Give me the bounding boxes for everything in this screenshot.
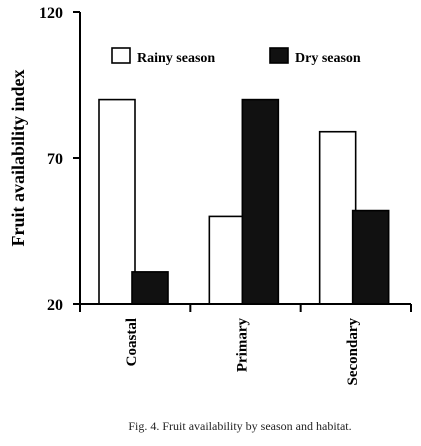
bar-dry-secondary: [351, 209, 390, 305]
y-ticks-group: 20 70 120: [39, 5, 80, 314]
x-category-label: Secondary: [345, 318, 361, 386]
legend-swatch-rainy: [111, 47, 131, 64]
bar-dry-coastal: [131, 271, 169, 305]
y-tick-label: 120: [39, 5, 63, 22]
x-category-label: Primary: [235, 318, 251, 373]
bar-rainy-secondary: [318, 130, 357, 305]
bar-rainy-coastal: [98, 98, 136, 305]
bar-dry-primary: [241, 98, 280, 305]
legend-swatch-dry: [269, 47, 289, 64]
y-axis-label: Fruit availability index: [8, 69, 28, 246]
legend-label-dry: Dry season: [295, 51, 361, 66]
y-tick-label: 70: [47, 151, 63, 168]
x-ticks-group: Coastal Primary Secondary: [79, 304, 412, 386]
legend: Rainy season Dry season: [111, 47, 361, 66]
figure-caption: Fig. 4. Fruit availability by season and…: [128, 419, 352, 433]
legend-label-rainy: Rainy season: [137, 51, 215, 66]
y-tick-label: 20: [47, 297, 63, 314]
bar-rainy-primary: [208, 215, 247, 305]
bars-group: [98, 98, 390, 305]
x-category-label: Coastal: [124, 318, 140, 366]
